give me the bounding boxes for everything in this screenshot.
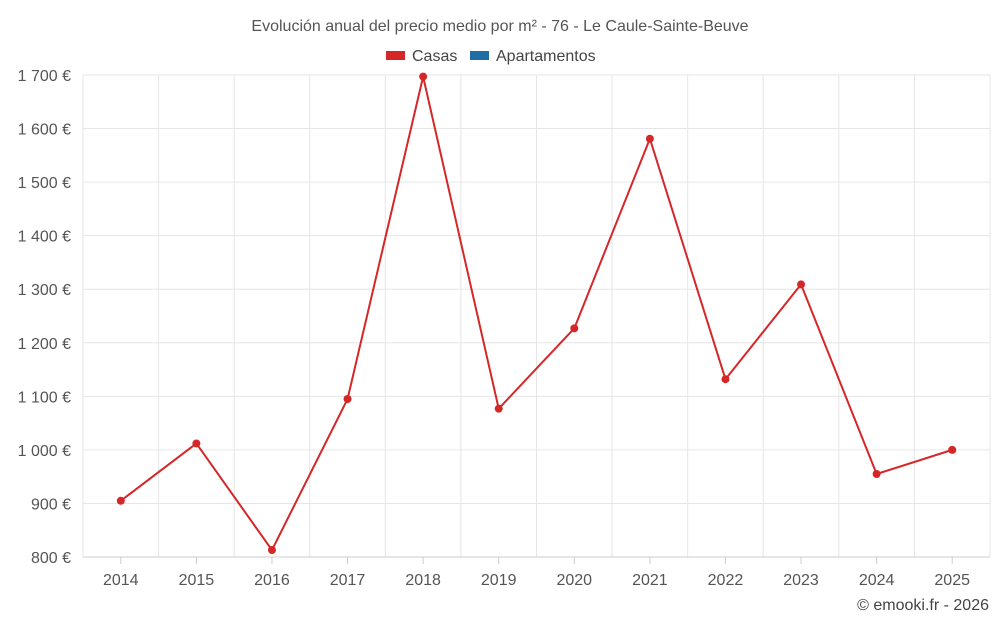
x-tick-label: 2019	[481, 572, 517, 589]
y-tick-label: 1 000 €	[18, 443, 71, 460]
series-casas	[116, 72, 957, 555]
legend: Casas Apartamentos	[386, 48, 596, 65]
x-tick-label: 2017	[330, 572, 366, 589]
data-point[interactable]	[721, 375, 730, 384]
y-tick-label: 800 €	[31, 550, 71, 567]
x-tick-label: 2022	[708, 572, 744, 589]
data-point[interactable]	[419, 72, 428, 81]
x-tick-label: 2020	[556, 572, 592, 589]
x-tick-label: 2024	[859, 572, 895, 589]
axes: 800 € 900 € 1 000 € 1 100 € 1 200 € 1 300 € 1 …	[18, 68, 990, 589]
credit-text: © emooki.fr - 2026	[857, 597, 989, 614]
y-tick-label: 1 600 €	[18, 122, 71, 139]
data-point[interactable]	[192, 439, 201, 448]
grid	[82, 74, 991, 557]
x-tick-label: 2023	[783, 572, 819, 589]
y-tick-label: 1 200 €	[18, 336, 71, 353]
data-point[interactable]	[116, 496, 125, 505]
y-tick-label: 1 400 €	[18, 229, 71, 246]
data-point[interactable]	[645, 134, 654, 143]
y-tick-label: 1 500 €	[18, 175, 71, 192]
legend-swatch-casas	[386, 51, 405, 60]
x-tick-label: 2018	[405, 572, 441, 589]
x-tick-label: 2015	[179, 572, 215, 589]
data-point[interactable]	[948, 445, 957, 454]
y-tick-label: 1 700 €	[18, 68, 71, 85]
x-tick-label: 2025	[934, 572, 970, 589]
data-point[interactable]	[267, 546, 276, 555]
legend-swatch-apartamentos	[470, 51, 489, 60]
x-tick-label: 2014	[103, 572, 139, 589]
x-tick-label: 2016	[254, 572, 290, 589]
data-point[interactable]	[872, 469, 881, 478]
data-point[interactable]	[494, 404, 503, 413]
legend-label-apartamentos: Apartamentos	[496, 48, 596, 65]
legend-item-casas[interactable]: Casas	[386, 48, 457, 65]
series-line	[120, 75, 953, 552]
y-tick-label: 1 100 €	[18, 389, 71, 406]
y-tick-label: 1 300 €	[18, 282, 71, 299]
legend-label-casas: Casas	[412, 48, 457, 65]
data-point[interactable]	[797, 280, 806, 289]
data-point[interactable]	[570, 324, 579, 333]
legend-item-apartamentos[interactable]: Apartamentos	[470, 48, 596, 65]
data-point[interactable]	[343, 395, 352, 404]
x-tick-label: 2021	[632, 572, 668, 589]
chart-title: Evolución anual del precio medio por m² …	[251, 18, 748, 35]
y-tick-label: 900 €	[31, 496, 71, 513]
